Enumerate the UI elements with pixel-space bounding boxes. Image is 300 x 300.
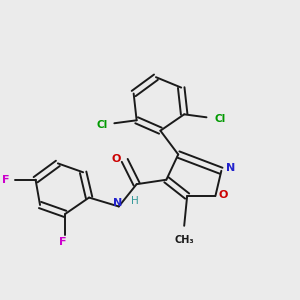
Text: N: N (226, 163, 235, 173)
Text: N: N (113, 198, 122, 208)
Text: CH₃: CH₃ (174, 235, 194, 245)
Text: Cl: Cl (214, 114, 226, 124)
Text: H: H (131, 196, 139, 206)
Text: O: O (111, 154, 121, 164)
Text: Cl: Cl (97, 120, 108, 130)
Text: F: F (58, 237, 66, 247)
Text: F: F (2, 175, 10, 185)
Text: O: O (218, 190, 227, 200)
